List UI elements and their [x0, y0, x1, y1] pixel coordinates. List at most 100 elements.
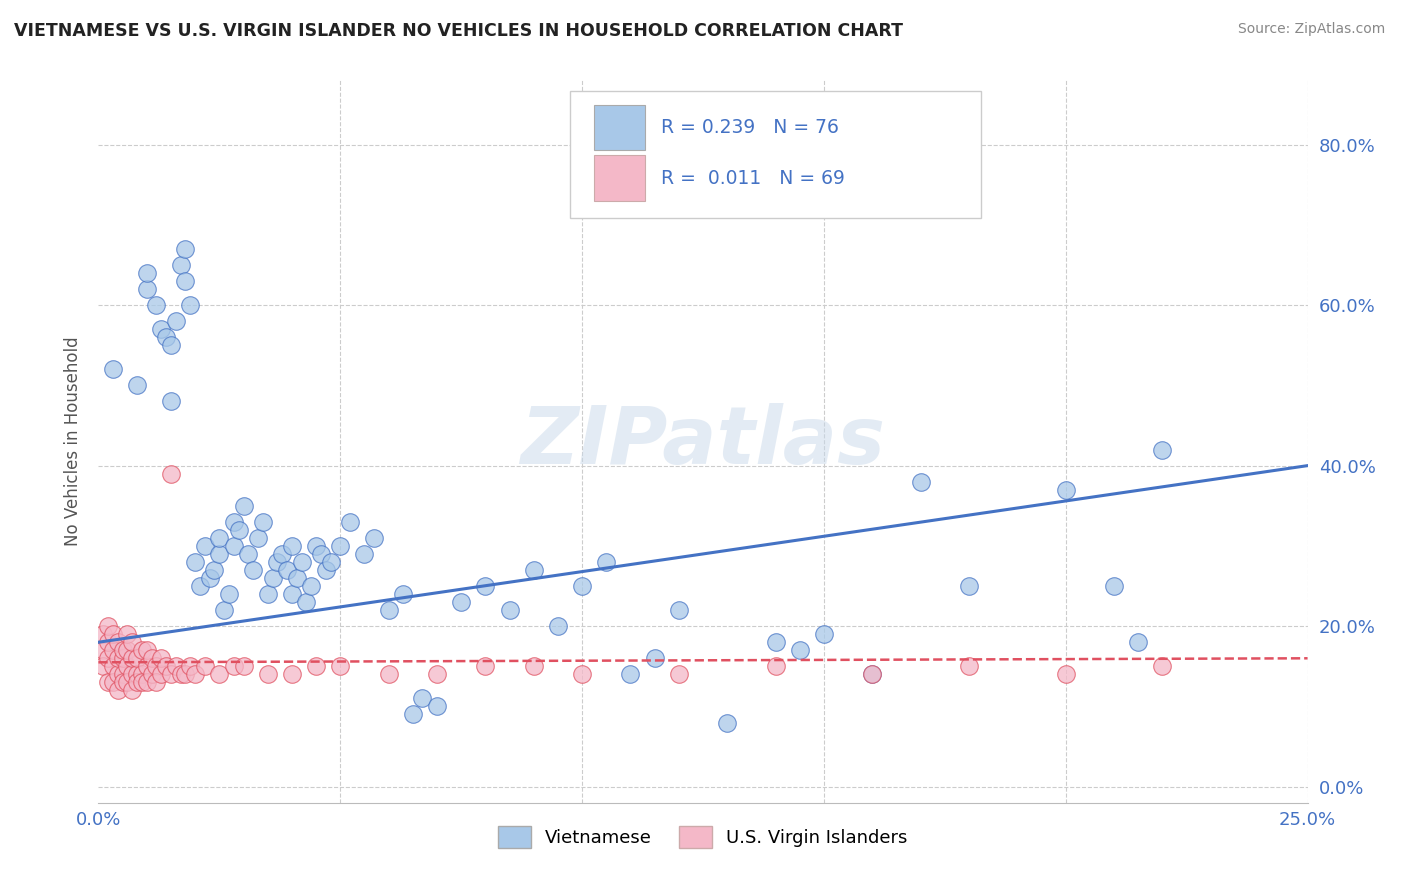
Point: [450, 595, 472, 609]
Point: [765, 635, 787, 649]
Point: [1152, 442, 1174, 457]
Point: [208, 531, 231, 545]
Point: [1152, 659, 1174, 673]
Point: [150, 322, 173, 336]
Point: [232, 659, 254, 673]
Point: [174, 667, 197, 681]
Point: [91, 659, 114, 673]
Point: [127, 675, 149, 690]
Point: [363, 531, 385, 545]
Point: [765, 659, 787, 673]
Point: [135, 675, 157, 690]
Point: [121, 683, 143, 698]
Point: [111, 667, 134, 681]
Point: [276, 563, 298, 577]
Point: [111, 643, 134, 657]
Point: [212, 603, 235, 617]
Point: [377, 667, 399, 681]
Point: [155, 330, 177, 344]
Point: [107, 651, 129, 665]
Point: [194, 539, 217, 553]
Point: [91, 643, 114, 657]
Point: [160, 338, 183, 352]
Point: [1128, 635, 1150, 649]
Point: [117, 659, 139, 673]
Point: [107, 667, 129, 681]
Point: [135, 643, 157, 657]
Point: [184, 667, 207, 681]
Point: [426, 699, 449, 714]
Point: [101, 627, 124, 641]
Point: [179, 298, 201, 312]
Point: [127, 651, 149, 665]
Point: [285, 571, 308, 585]
Point: [957, 579, 980, 593]
Point: [860, 667, 883, 681]
Point: [204, 563, 226, 577]
Point: [910, 475, 932, 489]
Point: [377, 603, 399, 617]
Point: [1054, 667, 1077, 681]
Point: [97, 635, 120, 649]
Point: [97, 675, 120, 690]
Point: [402, 707, 425, 722]
Point: [97, 651, 120, 665]
Point: [262, 571, 284, 585]
Point: [271, 547, 294, 561]
Point: [644, 651, 666, 665]
Text: R = 0.239   N = 76: R = 0.239 N = 76: [661, 118, 838, 137]
Point: [299, 579, 322, 593]
Text: ZIPatlas: ZIPatlas: [520, 402, 886, 481]
Point: [179, 659, 201, 673]
Point: [198, 571, 221, 585]
Point: [411, 691, 433, 706]
Point: [1102, 579, 1125, 593]
Point: [329, 539, 352, 553]
Text: VIETNAMESE VS U.S. VIRGIN ISLANDER NO VEHICLES IN HOUSEHOLD CORRELATION CHART: VIETNAMESE VS U.S. VIRGIN ISLANDER NO VE…: [14, 22, 903, 40]
FancyBboxPatch shape: [595, 155, 645, 201]
Point: [571, 579, 593, 593]
Point: [957, 659, 980, 673]
Point: [222, 539, 245, 553]
Point: [160, 394, 183, 409]
Text: R =  0.011   N = 69: R = 0.011 N = 69: [661, 169, 845, 188]
Point: [121, 667, 143, 681]
Point: [121, 635, 143, 649]
Point: [107, 635, 129, 649]
Point: [498, 603, 520, 617]
Point: [595, 555, 617, 569]
Point: [474, 579, 496, 593]
Point: [111, 651, 134, 665]
Point: [256, 587, 278, 601]
Point: [160, 467, 183, 481]
Point: [329, 659, 352, 673]
Point: [184, 555, 207, 569]
Point: [188, 579, 211, 593]
Point: [155, 659, 177, 673]
Y-axis label: No Vehicles in Household: No Vehicles in Household: [65, 336, 83, 547]
Point: [141, 667, 163, 681]
Point: [290, 555, 312, 569]
Point: [305, 539, 328, 553]
Point: [127, 378, 149, 392]
Point: [169, 258, 191, 272]
Point: [860, 667, 883, 681]
Point: [339, 515, 361, 529]
Point: [222, 515, 245, 529]
Point: [117, 643, 139, 657]
Point: [101, 362, 124, 376]
Point: [131, 643, 153, 657]
Point: [135, 266, 157, 280]
Point: [426, 667, 449, 681]
Point: [117, 627, 139, 641]
Point: [91, 627, 114, 641]
Point: [252, 515, 274, 529]
Point: [145, 298, 167, 312]
Point: [266, 555, 288, 569]
Point: [117, 675, 139, 690]
Point: [668, 603, 690, 617]
Point: [150, 651, 173, 665]
Point: [174, 274, 197, 288]
Point: [101, 675, 124, 690]
Point: [111, 675, 134, 690]
